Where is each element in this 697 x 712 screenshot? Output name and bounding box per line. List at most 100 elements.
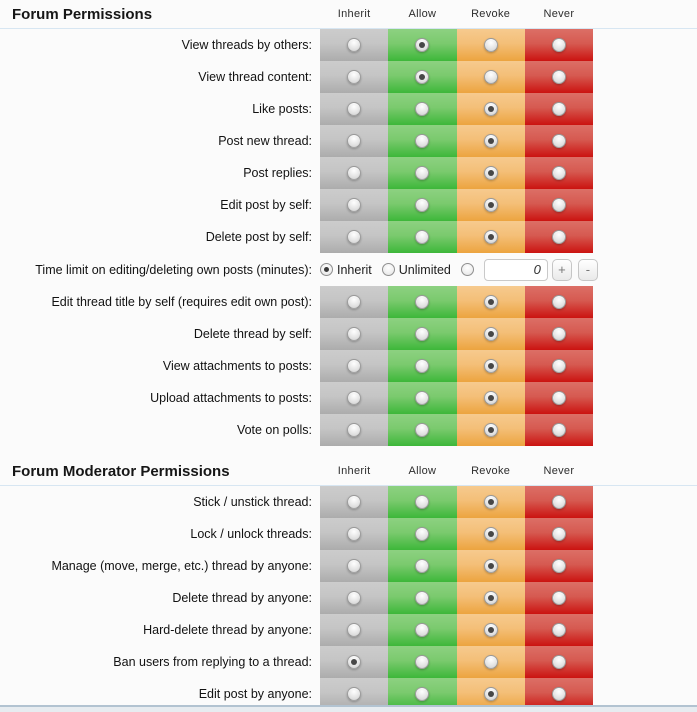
- radio-never[interactable]: [551, 134, 566, 148]
- radio-revoke-checked[interactable]: [483, 327, 498, 341]
- cell-never[interactable]: [524, 350, 593, 382]
- cell-inherit[interactable]: [320, 678, 389, 710]
- radio-revoke-checked[interactable]: [483, 423, 498, 437]
- radio-inherit[interactable]: [347, 198, 362, 212]
- cell-inherit[interactable]: [320, 221, 389, 253]
- cell-never[interactable]: [524, 221, 593, 253]
- radio-never[interactable]: [551, 102, 566, 116]
- radio-allow[interactable]: [415, 495, 430, 509]
- cell-never[interactable]: [524, 614, 593, 646]
- cell-revoke[interactable]: [456, 350, 525, 382]
- cell-never[interactable]: [524, 646, 593, 678]
- radio-allow[interactable]: [415, 102, 430, 116]
- radio-allow[interactable]: [415, 559, 430, 573]
- radio-revoke-checked[interactable]: [483, 134, 498, 148]
- cell-allow[interactable]: [388, 29, 457, 61]
- cell-allow[interactable]: [388, 221, 457, 253]
- radio-inherit[interactable]: [347, 134, 362, 148]
- radio-never[interactable]: [551, 327, 566, 341]
- radio-never[interactable]: [551, 655, 566, 669]
- radio-never[interactable]: [551, 687, 566, 701]
- cell-revoke[interactable]: [456, 518, 525, 550]
- radio-never[interactable]: [551, 423, 566, 437]
- cell-revoke[interactable]: [456, 582, 525, 614]
- cell-revoke[interactable]: [456, 61, 525, 93]
- radio-inherit[interactable]: [347, 687, 362, 701]
- radio-revoke-checked[interactable]: [483, 527, 498, 541]
- cell-inherit[interactable]: [320, 646, 389, 678]
- cell-never[interactable]: [524, 318, 593, 350]
- cell-inherit[interactable]: [320, 486, 389, 518]
- radio-allow[interactable]: [415, 327, 430, 341]
- radio-inherit[interactable]: [347, 359, 362, 373]
- cell-allow[interactable]: [388, 518, 457, 550]
- radio-revoke-checked[interactable]: [483, 495, 498, 509]
- radio-inherit-checked[interactable]: [347, 655, 362, 669]
- cell-revoke[interactable]: [456, 189, 525, 221]
- cell-allow[interactable]: [388, 93, 457, 125]
- radio-allow[interactable]: [415, 391, 430, 405]
- cell-inherit[interactable]: [320, 93, 389, 125]
- cell-never[interactable]: [524, 61, 593, 93]
- option-inherit[interactable]: Inherit: [320, 263, 372, 277]
- radio-allow[interactable]: [415, 359, 430, 373]
- custom-value-option[interactable]: [460, 263, 474, 276]
- radio-revoke-checked[interactable]: [483, 166, 498, 180]
- radio-revoke-checked[interactable]: [483, 687, 498, 701]
- radio-inherit[interactable]: [347, 295, 362, 309]
- cell-revoke[interactable]: [456, 318, 525, 350]
- radio-never[interactable]: [551, 198, 566, 212]
- radio-never[interactable]: [551, 527, 566, 541]
- radio-inherit[interactable]: [347, 527, 362, 541]
- custom-value-radio[interactable]: [460, 263, 474, 276]
- radio-revoke[interactable]: [483, 70, 498, 84]
- radio-never[interactable]: [551, 495, 566, 509]
- cell-inherit[interactable]: [320, 614, 389, 646]
- cell-revoke[interactable]: [456, 29, 525, 61]
- radio-allow[interactable]: [415, 166, 430, 180]
- cell-allow[interactable]: [388, 125, 457, 157]
- radio-allow[interactable]: [415, 423, 430, 437]
- decrement-button[interactable]: -: [577, 258, 598, 281]
- cell-never[interactable]: [524, 582, 593, 614]
- cell-allow[interactable]: [388, 646, 457, 678]
- radio-never[interactable]: [551, 559, 566, 573]
- radio-never[interactable]: [551, 295, 566, 309]
- cell-never[interactable]: [524, 382, 593, 414]
- option-unlimited[interactable]: Unlimited: [381, 263, 451, 277]
- cell-inherit[interactable]: [320, 414, 389, 446]
- radio-never[interactable]: [551, 391, 566, 405]
- cell-inherit[interactable]: [320, 518, 389, 550]
- radio-never[interactable]: [551, 359, 566, 373]
- cell-never[interactable]: [524, 518, 593, 550]
- inherit-radio[interactable]: [320, 263, 333, 276]
- cell-allow[interactable]: [388, 550, 457, 582]
- radio-never[interactable]: [551, 70, 566, 84]
- cell-never[interactable]: [524, 678, 593, 710]
- cell-revoke[interactable]: [456, 286, 525, 318]
- radio-revoke-checked[interactable]: [483, 559, 498, 573]
- cell-allow[interactable]: [388, 61, 457, 93]
- radio-never[interactable]: [551, 591, 566, 605]
- radio-revoke-checked[interactable]: [483, 230, 498, 244]
- radio-inherit[interactable]: [347, 495, 362, 509]
- cell-allow[interactable]: [388, 486, 457, 518]
- cell-revoke[interactable]: [456, 414, 525, 446]
- cell-inherit[interactable]: [320, 350, 389, 382]
- radio-inherit[interactable]: [347, 102, 362, 116]
- radio-inherit[interactable]: [347, 230, 362, 244]
- cell-inherit[interactable]: [320, 61, 389, 93]
- radio-revoke-checked[interactable]: [483, 295, 498, 309]
- cell-never[interactable]: [524, 414, 593, 446]
- cell-inherit[interactable]: [320, 157, 389, 189]
- radio-allow-checked[interactable]: [415, 70, 430, 84]
- cell-revoke[interactable]: [456, 157, 525, 189]
- radio-allow[interactable]: [415, 591, 430, 605]
- cell-allow[interactable]: [388, 414, 457, 446]
- radio-never[interactable]: [551, 623, 566, 637]
- radio-allow[interactable]: [415, 687, 430, 701]
- radio-allow[interactable]: [415, 295, 430, 309]
- cell-allow[interactable]: [388, 678, 457, 710]
- cell-revoke[interactable]: [456, 614, 525, 646]
- cell-revoke[interactable]: [456, 486, 525, 518]
